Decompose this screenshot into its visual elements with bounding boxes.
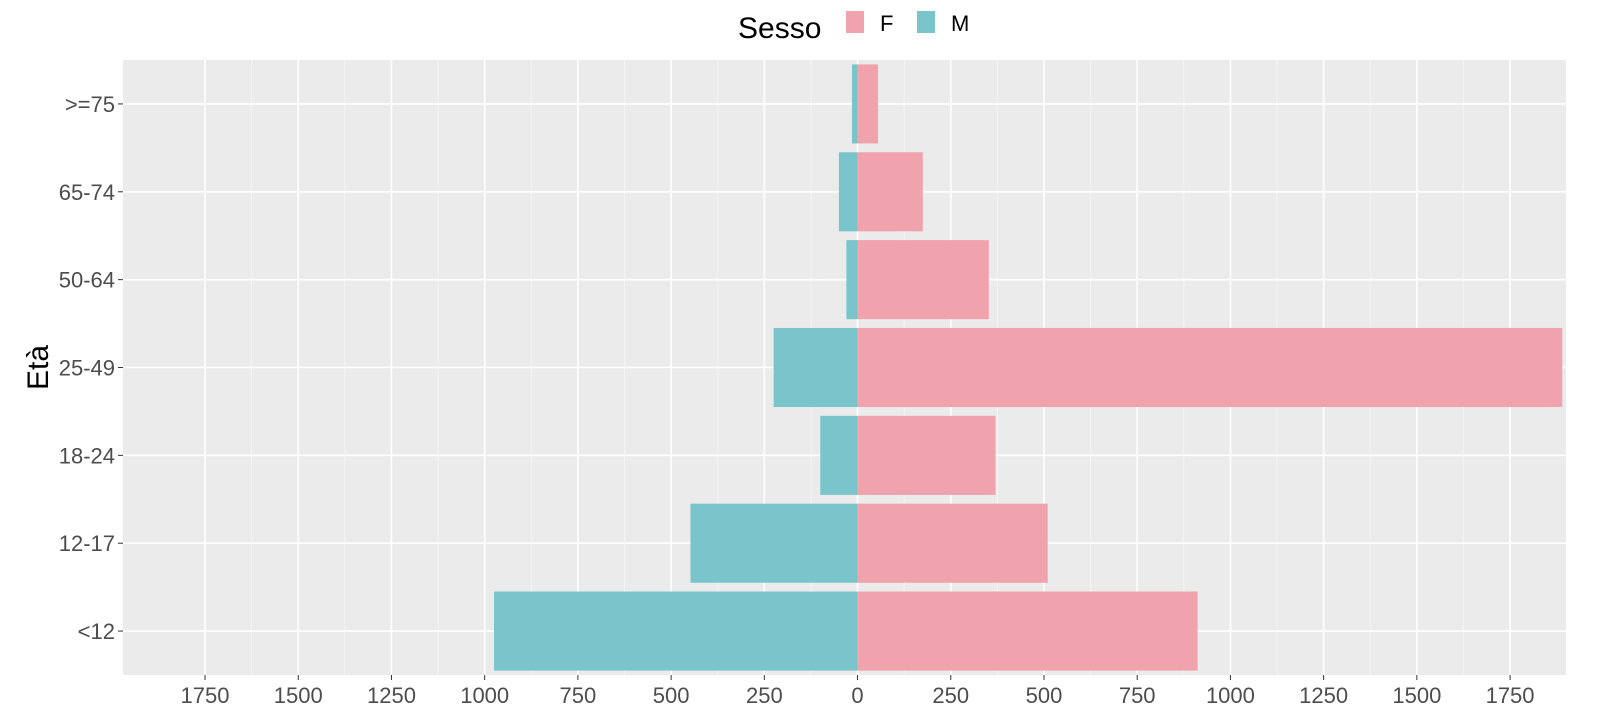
legend-key-f <box>846 11 864 33</box>
y-tick-label: 12-17 <box>59 531 115 556</box>
x-tick-label: 1000 <box>1206 683 1255 708</box>
x-tick-label: 1250 <box>367 683 416 708</box>
x-tick-label: 1000 <box>460 683 509 708</box>
x-tick-label: 0 <box>851 683 863 708</box>
bar-m-5 <box>690 503 858 583</box>
x-tick-label: 1750 <box>181 683 230 708</box>
bar-m-3 <box>773 327 858 408</box>
bar-f-0 <box>857 64 879 144</box>
bar-f-4 <box>857 415 996 495</box>
y-tick-label: 18-24 <box>59 443 115 468</box>
bar-m-0 <box>851 64 858 144</box>
x-tick-label: 500 <box>653 683 690 708</box>
y-tick-label: 25-49 <box>59 356 115 381</box>
bar-f-2 <box>857 240 989 320</box>
bar-f-6 <box>857 591 1198 671</box>
axes: 1750 1500 1250 1000 750 500 250 0 250 500 750 1000 1… <box>59 92 1535 708</box>
x-tick-label: 1500 <box>1392 683 1441 708</box>
x-tick-label: 1250 <box>1299 683 1348 708</box>
x-tick-label: 250 <box>932 683 969 708</box>
bar-f-1 <box>857 152 923 232</box>
y-tick-label: <12 <box>78 619 115 644</box>
bar-m-1 <box>838 152 858 232</box>
x-tick-label: 1750 <box>1486 683 1535 708</box>
legend: Sesso F M <box>738 11 969 45</box>
bar-m-6 <box>494 591 858 671</box>
legend-label-m: M <box>951 11 969 36</box>
bar-m-4 <box>820 415 858 495</box>
y-tick-label: 50-64 <box>59 268 115 293</box>
legend-label-f: F <box>880 11 893 36</box>
x-tick-label: 750 <box>560 683 597 708</box>
legend-title: Sesso <box>738 12 821 45</box>
y-axis-title: Età <box>22 345 55 390</box>
legend-key-m <box>917 11 935 33</box>
x-tick-label: 750 <box>1119 683 1156 708</box>
y-tick-label: 65-74 <box>59 180 115 205</box>
bars <box>494 64 1563 671</box>
x-tick-label: 1500 <box>274 683 323 708</box>
bar-f-5 <box>857 503 1048 583</box>
x-tick-label: 250 <box>746 683 783 708</box>
x-tick-label: 500 <box>1026 683 1063 708</box>
bar-f-3 <box>857 327 1563 408</box>
y-tick-label: >=75 <box>65 92 115 117</box>
bar-m-2 <box>846 240 858 320</box>
